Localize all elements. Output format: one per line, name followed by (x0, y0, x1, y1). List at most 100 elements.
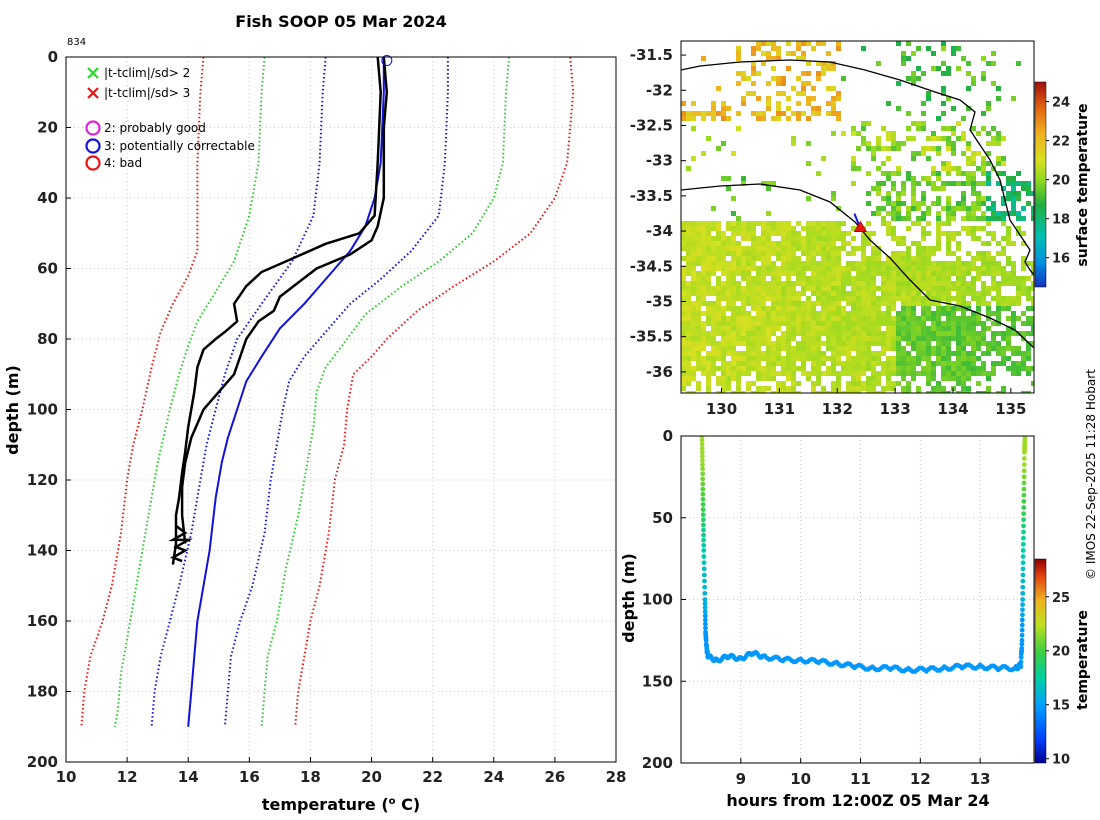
track-point (1021, 523, 1026, 529)
track-point (1019, 637, 1025, 643)
track-point (1018, 659, 1024, 665)
sst-colorbar-ticks: 16 18 20 22 24 (1046, 96, 1070, 267)
ship-marker-triangle (853, 220, 868, 232)
track-point (700, 491, 706, 497)
track-point (700, 466, 705, 472)
sst-colorbar (1034, 81, 1047, 288)
track-point (1019, 641, 1025, 647)
track-point (699, 458, 705, 463)
map-y-tick-label: -34 (646, 222, 673, 240)
series-clim-plus-3sd (294, 56, 575, 727)
track-point (1018, 654, 1024, 660)
track-point (1021, 517, 1027, 523)
track-point (700, 507, 706, 512)
sst-map-axes-box (680, 40, 1035, 394)
y-tick-label: 80 (37, 330, 58, 348)
track-point (1020, 578, 1026, 584)
track-point (701, 537, 706, 543)
legend-label: 3: potentially correctable (104, 139, 255, 153)
map-x-tick-label: 130 (706, 400, 737, 418)
y-tick-label: 100 (27, 401, 58, 419)
profile-panel: 10 12 14 16 18 20 22 24 26 28 0 20 40 60 80 100 120 140 16… (3, 48, 626, 814)
profile-id: 834 (67, 37, 86, 48)
dt-x-tick-label: 12 (910, 770, 931, 788)
series-clim-minus-1sd (150, 56, 327, 727)
profile-series (80, 55, 575, 727)
track-point (699, 441, 705, 447)
map-y-tick-label: -34.5 (630, 257, 673, 275)
t-cb-tick-label: 15 (1052, 699, 1070, 714)
depth-time-ylabel: depth (m) (619, 553, 638, 643)
map-x-tick-label: 134 (937, 400, 968, 418)
y-tick-label: 200 (27, 753, 58, 771)
sst-cb-tick-label: 20 (1052, 174, 1070, 189)
x-tick-label: 10 (56, 768, 77, 786)
track-point (699, 437, 705, 443)
temperature-colorbar (1034, 558, 1047, 764)
dt-y-tick-label: 0 (663, 427, 673, 445)
sst-cb-tick-label: 18 (1052, 213, 1070, 228)
y-tick-label: 60 (37, 260, 58, 278)
track-point (1020, 590, 1026, 596)
y-tick-label: 160 (27, 612, 58, 630)
track-point (1018, 664, 1024, 670)
track-point (1019, 627, 1025, 633)
legend-circle-marker (85, 120, 101, 136)
track-point (699, 436, 705, 439)
track-point (699, 454, 705, 459)
legend-label: |t-tclim|/sd> 2 (104, 66, 190, 80)
series-profile-up (180, 56, 389, 544)
dt-x-tick-label: 9 (736, 770, 746, 788)
dt-y-tick-label: 100 (642, 591, 673, 609)
series-clim-plus-1sd (223, 57, 449, 727)
temperature-colorbar-ticks: 10 15 20 25 (1046, 591, 1070, 768)
track-point (701, 542, 707, 548)
map-y-tick-label: -35.5 (630, 328, 673, 346)
x-tick-label: 14 (178, 768, 199, 786)
depth-time-ticks: 9 10 11 12 13 0 50 100 150 200 (642, 427, 991, 788)
series-clim-plus-2sd (260, 56, 511, 727)
track-point (1020, 584, 1026, 590)
map-y-tick-label: -35 (646, 292, 673, 310)
series-clim-minus-3sd (80, 56, 205, 727)
track-point (1021, 474, 1027, 480)
track-point (701, 548, 707, 553)
sst-cb-tick-label: 24 (1052, 96, 1070, 111)
profile-ylabel: depth (m) (3, 365, 22, 455)
profile-axes-box (65, 56, 617, 763)
track-point (701, 560, 707, 566)
profile-ticks: 10 12 14 16 18 20 22 24 26 28 0 20 40 60 80 100 120 140 16… (27, 48, 627, 786)
sst-cb-tick-label: 16 (1052, 252, 1070, 267)
legend-x-marker (87, 67, 99, 79)
dt-y-tick-label: 50 (652, 509, 673, 527)
track-point (1020, 607, 1025, 613)
dt-x-tick-label: 13 (970, 770, 991, 788)
figure-title: Fish SOOP 05 Mar 2024 (235, 12, 446, 31)
track-point (702, 584, 708, 590)
x-tick-label: 18 (300, 768, 321, 786)
track-point (1020, 602, 1025, 608)
legend-x-marker (87, 87, 99, 99)
track-point (1020, 548, 1026, 553)
depth-time-grid (681, 436, 1034, 763)
track-point (700, 502, 706, 507)
track-point (702, 597, 708, 602)
track-point (702, 609, 708, 615)
y-tick-label: 20 (37, 119, 58, 137)
y-tick-label: 180 (27, 683, 58, 701)
track-point (700, 522, 706, 528)
track-point (1019, 617, 1025, 623)
track-point (700, 517, 706, 523)
track-point (1020, 597, 1026, 602)
track-point (700, 512, 706, 518)
x-tick-label: 22 (422, 768, 443, 786)
temperature-colorbar-label: temperature (1075, 610, 1091, 710)
flag-marker (381, 55, 393, 67)
map-y-tick-label: -33 (646, 152, 673, 170)
y-tick-label: 0 (48, 48, 58, 66)
t-cb-tick-label: 25 (1052, 591, 1070, 606)
series-climatology-mean (187, 57, 385, 727)
track-point (701, 554, 707, 559)
profile-legend: |t-tclim|/sd> 2 |t-tclim|/sd> 3 2: probabl… (85, 66, 255, 171)
